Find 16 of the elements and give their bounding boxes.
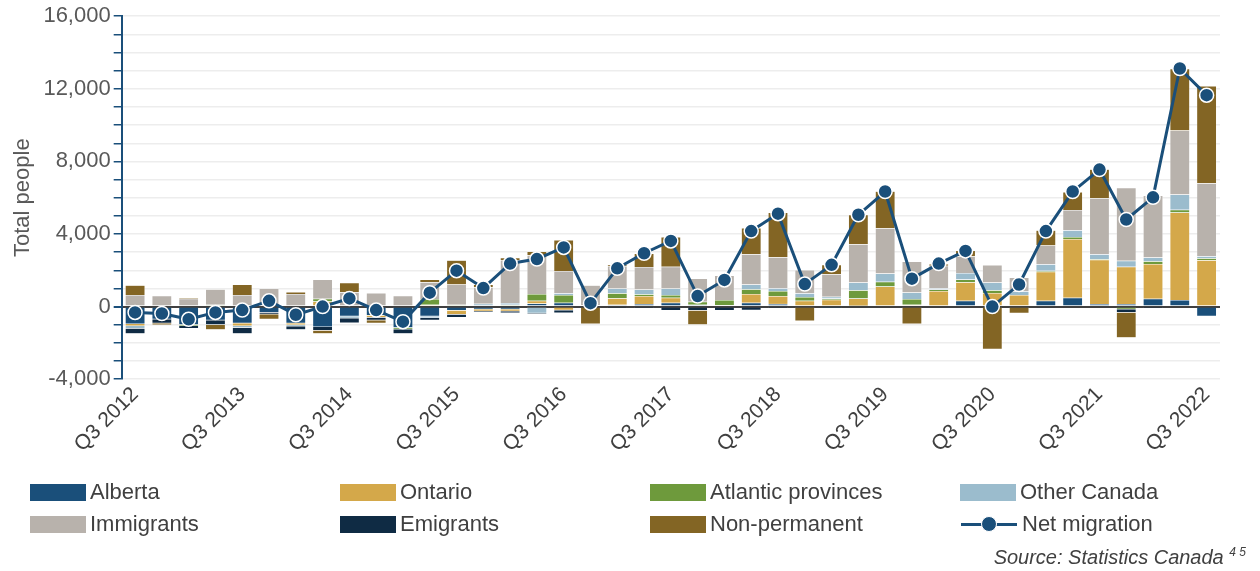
- legend-label: Immigrants: [90, 511, 199, 537]
- legend-label: Alberta: [90, 479, 160, 505]
- legend-label: Ontario: [400, 479, 473, 505]
- legend-label: Emigrants: [400, 511, 500, 537]
- legend-label: Other Canada: [1020, 479, 1159, 505]
- y-tick-label: -4,000: [48, 365, 111, 391]
- legend-label: Atlantic provinces: [710, 479, 883, 505]
- y-tick-label: 16,000: [43, 2, 111, 28]
- legend-label: Net migration: [1022, 511, 1153, 537]
- source-note: Source: Statistics Canada $^{4 5}$: [993, 545, 1246, 569]
- y-tick-label: 12,000: [43, 74, 111, 100]
- y-axis-title: Total people: [9, 138, 35, 258]
- y-tick-label: 4,000: [55, 220, 111, 246]
- y-tick-label: 0: [98, 292, 111, 318]
- legend-label: Non-permanent: [710, 511, 863, 537]
- y-tick-label: 8,000: [55, 147, 111, 173]
